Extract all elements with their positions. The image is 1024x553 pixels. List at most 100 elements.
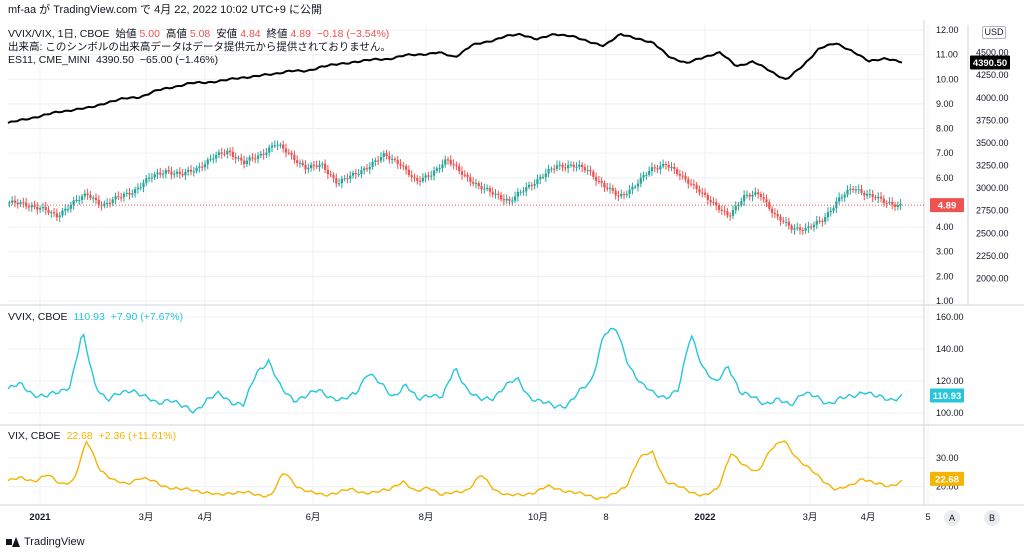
candle-body — [256, 155, 260, 159]
candle-body — [379, 156, 383, 161]
candle-body — [329, 174, 332, 176]
candle-body — [192, 171, 195, 173]
candle-body — [642, 175, 645, 178]
candle-body — [164, 170, 167, 174]
candle-body — [198, 166, 201, 168]
candle-body — [634, 186, 637, 188]
candle-body — [13, 200, 17, 203]
candle-body — [444, 159, 447, 165]
candle-body — [572, 164, 575, 168]
candle-body — [388, 156, 391, 160]
candle-body — [282, 144, 285, 149]
candle-body — [608, 187, 612, 189]
vvix-price-tag-bg — [930, 388, 964, 403]
candle-body — [80, 196, 84, 201]
candle-body — [888, 201, 891, 204]
candle-body — [589, 170, 592, 172]
candle-body — [782, 220, 785, 222]
candle-body — [189, 169, 193, 172]
candle-body — [849, 188, 852, 190]
candle-body — [801, 230, 804, 232]
candle-body — [818, 220, 821, 222]
candle-body — [522, 191, 525, 193]
currency-badge[interactable]: USD — [982, 26, 1006, 39]
candle-body — [220, 152, 223, 154]
candle-body — [343, 178, 346, 180]
candle-body — [310, 164, 313, 169]
candle-body — [139, 187, 142, 189]
es-y-tick-label: 2000.00 — [976, 273, 1009, 283]
candle-body — [472, 181, 475, 184]
candle-body — [899, 203, 902, 206]
candle-body — [145, 178, 148, 183]
candle-body — [779, 216, 782, 221]
candle-body — [351, 172, 355, 176]
candle-body — [843, 194, 846, 198]
candle-body — [184, 171, 187, 176]
candle-body — [502, 199, 506, 201]
vix-line-series — [7, 440, 903, 501]
x-tick-label: 3月 — [803, 512, 818, 523]
candle-body — [667, 165, 670, 168]
candle-body — [94, 197, 98, 201]
candle-body — [832, 208, 835, 211]
candle-body — [178, 171, 181, 174]
candle-body — [399, 164, 402, 166]
candle-body — [237, 157, 240, 159]
candle-body — [125, 192, 128, 194]
candle-body — [83, 193, 86, 197]
candle-body — [703, 192, 707, 195]
candle-body — [427, 175, 430, 177]
candle-body — [709, 199, 712, 203]
candle-body — [891, 201, 894, 205]
candle-body — [452, 164, 455, 166]
candle-body — [491, 191, 494, 195]
candle-body — [838, 197, 841, 202]
candle-body — [659, 166, 662, 170]
auto-scale-button[interactable]: A — [944, 510, 960, 526]
candle-body — [335, 178, 338, 184]
log-scale-button[interactable]: B — [984, 510, 1000, 526]
candle-body — [455, 164, 458, 167]
y-tick-label: 1.00 — [936, 296, 954, 306]
candle-body — [64, 208, 67, 211]
vvix-symbol: VVIX, CBOE — [8, 311, 68, 323]
x-tick-label: 4月 — [861, 512, 876, 523]
volume-notice: 出来高: このシンボルの出来高データはデータ提供元から提供されておりません。 — [8, 41, 394, 54]
es-y-tick-label: 2250.00 — [976, 251, 1009, 261]
candle-body — [614, 190, 617, 196]
candle-body — [483, 188, 486, 190]
candle-body — [301, 162, 304, 165]
candle-body — [851, 188, 855, 190]
candle-body — [458, 166, 461, 172]
candle-body — [854, 189, 858, 191]
candle-body — [374, 160, 377, 162]
candle-body — [284, 148, 288, 153]
close-value: 4.89 — [290, 28, 311, 40]
candle-body — [678, 173, 682, 176]
candle-body — [539, 177, 542, 180]
candle-body — [52, 212, 56, 214]
candle-body — [449, 159, 452, 165]
candle-body — [541, 177, 545, 179]
es11-line — [7, 32, 903, 124]
candle-body — [474, 183, 478, 185]
candle-body — [430, 175, 433, 177]
candle-body — [698, 189, 701, 193]
chart-canvas[interactable]: 12.00 11.00 10.00 9.00 8.00 7.00 6.00 5.00 4.00 3… — [0, 20, 1024, 528]
candle-body — [36, 206, 39, 210]
x-tick-label: 6月 — [306, 512, 321, 523]
candle-body — [66, 208, 70, 210]
low-value: 4.84 — [240, 28, 261, 40]
candle-body — [150, 177, 153, 179]
candle-body — [251, 157, 254, 159]
vvix-change: +7.90 (+7.67%) — [110, 311, 184, 323]
candle-body — [432, 170, 436, 176]
candle-body — [807, 226, 810, 228]
candle-body — [402, 165, 405, 167]
candle-body — [122, 193, 126, 198]
candle-body — [519, 191, 522, 193]
axis-labels: 12.00 11.00 10.00 9.00 8.00 7.00 6.00 5.00 4.00 3… — [29, 25, 1010, 523]
candle-body — [740, 201, 743, 205]
candle-body — [569, 164, 573, 166]
